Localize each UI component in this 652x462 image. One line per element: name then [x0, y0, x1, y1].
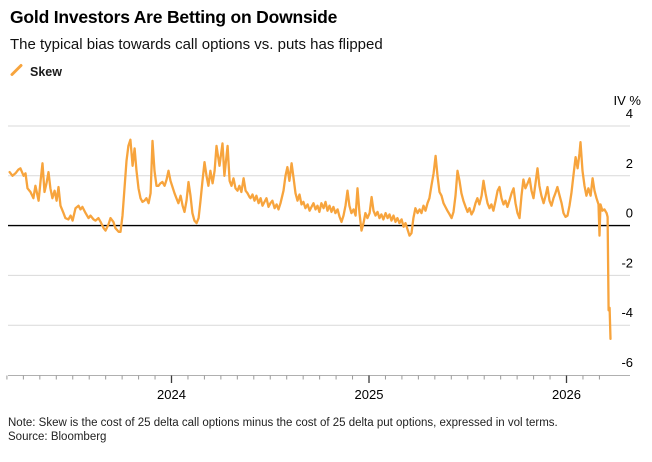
- y-tick-label: -4: [621, 305, 633, 320]
- x-tick-label: 2026: [552, 387, 581, 402]
- x-tick-label: 2024: [157, 387, 186, 402]
- y-tick-label: 4: [626, 106, 633, 121]
- skew-line-swatch-icon: [10, 62, 23, 82]
- x-tick-label: 2025: [355, 387, 384, 402]
- y-tick-label: -2: [621, 255, 633, 270]
- note-text: Note: Skew is the cost of 25 delta call …: [8, 417, 558, 429]
- legend: Skew: [10, 62, 62, 82]
- chart-subtitle: The typical bias towards call options vs…: [10, 36, 383, 53]
- y-axis-unit-label: IV %: [614, 93, 642, 108]
- legend-label-skew: Skew: [30, 65, 62, 79]
- y-tick-label: 0: [626, 206, 633, 221]
- y-tick-label: -6: [621, 355, 633, 370]
- y-tick-label: 2: [626, 156, 633, 171]
- chart-title: Gold Investors Are Betting on Downside: [10, 7, 338, 27]
- skew-line-path: [8, 138, 612, 341]
- source-text: Source: Bloomberg: [8, 431, 107, 443]
